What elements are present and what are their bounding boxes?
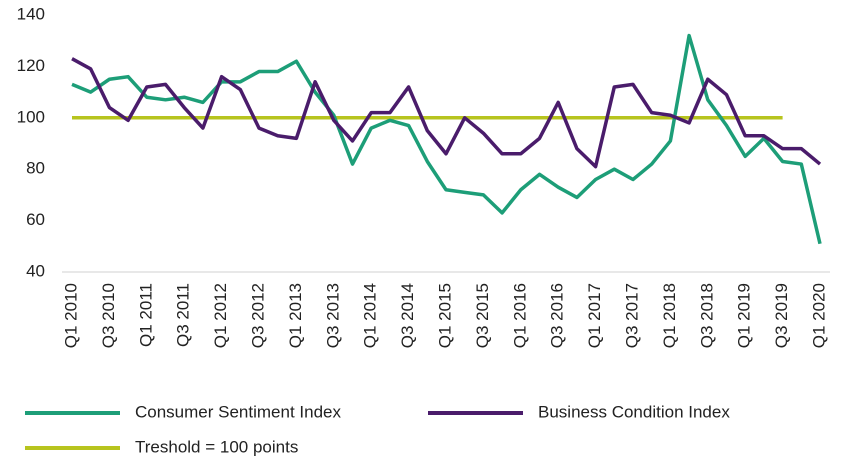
x-tick-label: Q1 2011 — [136, 283, 155, 347]
series-line — [71, 57, 822, 169]
x-tick-label: Q3 2019 — [772, 283, 791, 348]
y-tick-label: 100 — [17, 107, 45, 126]
x-tick-label: Q3 2017 — [622, 283, 641, 348]
x-tick-label: Q1 2012 — [211, 283, 230, 348]
x-tick-label: Q3 2014 — [398, 283, 417, 348]
x-tick-label: Q3 2015 — [473, 283, 492, 348]
x-tick-label: Q1 2016 — [510, 283, 529, 348]
x-tick-label: Q1 2014 — [361, 283, 380, 348]
y-tick-label: 140 — [17, 4, 45, 23]
x-tick-label: Q1 2018 — [660, 283, 679, 348]
y-tick-label: 60 — [26, 210, 45, 229]
x-tick-label: Q3 2012 — [248, 283, 267, 348]
x-tick-label: Q1 2015 — [435, 283, 454, 348]
x-tick-label: Q1 2019 — [735, 283, 754, 348]
x-tick-label: Q3 2011 — [174, 283, 193, 347]
x-tick-label: Q3 2013 — [323, 283, 342, 348]
x-tick-label: Q1 2010 — [61, 283, 80, 348]
legend-label: Business Condition Index — [538, 402, 730, 421]
x-tick-label: Q1 2013 — [286, 283, 305, 348]
series-line — [71, 33, 822, 245]
x-tick-label: Q3 2016 — [548, 283, 567, 348]
legend-label: Consumer Sentiment Index — [135, 402, 341, 421]
legend-label: Treshold = 100 points — [135, 437, 298, 456]
x-tick-label: Q3 2010 — [99, 283, 118, 348]
x-tick-label: Q3 2018 — [697, 283, 716, 348]
y-tick-label: 40 — [26, 261, 45, 280]
y-tick-label: 80 — [26, 159, 45, 178]
x-tick-label: Q1 2017 — [585, 283, 604, 348]
y-tick-label: 120 — [17, 56, 45, 75]
x-tick-label: Q1 2020 — [809, 283, 828, 348]
